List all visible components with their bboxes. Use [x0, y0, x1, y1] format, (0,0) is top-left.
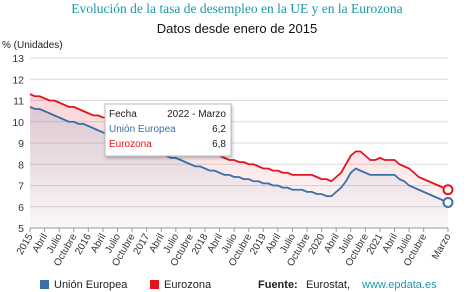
y-tick-label: 5: [18, 223, 24, 235]
tooltip-value: 6,8: [212, 139, 226, 150]
legend-label[interactable]: Unión Europea: [54, 279, 128, 291]
source: Eurostat,: [306, 279, 350, 291]
y-tick-label: 9: [18, 138, 24, 150]
source-label: Fuente:: [258, 279, 298, 291]
end-marker: [442, 184, 454, 196]
tooltip-box: [104, 103, 232, 157]
y-tick-label: 6: [18, 202, 24, 214]
y-tick-label: 11: [13, 96, 24, 108]
legend-swatch: [40, 280, 49, 289]
legend-label[interactable]: Eurozona: [164, 279, 212, 291]
y-tick-label: 8: [18, 159, 24, 171]
tooltip: [104, 103, 232, 157]
y-axis-label: % (Unidades): [2, 40, 63, 51]
tooltip-series-name: Eurozona: [109, 139, 152, 150]
y-tick-label: 7: [18, 181, 24, 193]
chart-subtitle: Datos desde enero de 2015: [157, 21, 317, 36]
area: [30, 106, 448, 228]
tooltip-series-name: Unión Europea: [109, 124, 176, 135]
line: [29, 106, 449, 204]
end-marker: [442, 197, 454, 208]
chart-title: Evolución de la tasa de desempleo en la …: [71, 1, 402, 16]
x-tick-label: Marzo: [430, 232, 454, 262]
line: [29, 93, 449, 191]
y-tick-label: 10: [12, 117, 24, 129]
tooltip-label: Fecha: [109, 109, 137, 120]
y-tick-label: 12: [12, 74, 24, 86]
y-tick-label: 13: [12, 53, 24, 65]
source-link[interactable]: www.epdata.es: [361, 279, 437, 291]
legend-swatch: [150, 280, 159, 289]
tooltip-value: 6,2: [212, 124, 226, 135]
tooltip-date: 2022 - Marzo: [167, 109, 226, 120]
